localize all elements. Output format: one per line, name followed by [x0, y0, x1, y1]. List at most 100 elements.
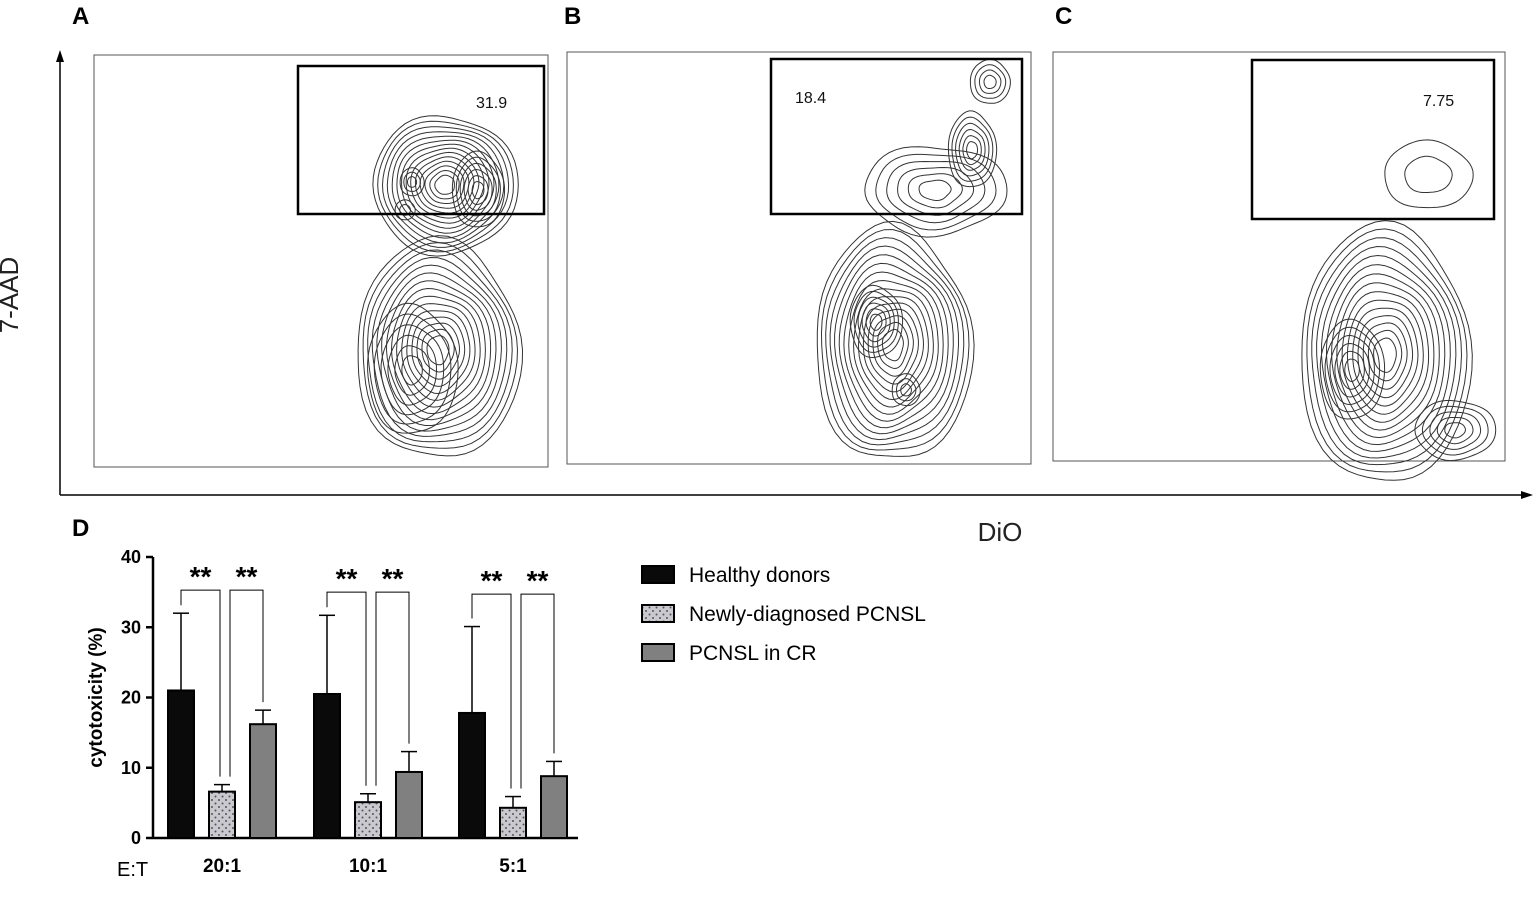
- panel-b-contour-line-7: [848, 279, 939, 415]
- panel-b-contour-line-32: [955, 122, 990, 177]
- significance-bracket-10-1-1: [375, 591, 410, 786]
- panel-c-contour-line-3: [1316, 245, 1457, 459]
- panel-a-contour-line-38: [463, 168, 493, 211]
- panel-a-contour-line-1: [362, 242, 519, 449]
- legend-label-1: Newly-diagnosed PCNSL: [689, 603, 926, 626]
- panel-a-contour-line-34: [434, 174, 455, 195]
- panel-c-contour-line-0: [1301, 220, 1473, 481]
- panel-c-contour-line-27: [1404, 155, 1453, 193]
- bar-20-1-series-0: [167, 689, 195, 839]
- panel-c-contour-line-19: [1339, 350, 1365, 390]
- panel-b-contour-line-16: [853, 290, 899, 353]
- category-label-10-1: 10:1: [349, 856, 387, 877]
- gate-value-c: 7.75: [1423, 93, 1454, 110]
- significance-label-20-1-0: **: [190, 561, 212, 592]
- panel-c-contour-line-11: [1357, 315, 1414, 399]
- significance-label-5-1-0: **: [481, 565, 503, 596]
- panel-a-contour-line-35: [451, 150, 506, 228]
- panel-b-contour-line-21: [891, 373, 921, 407]
- panel-a-contour-line-39: [467, 175, 489, 206]
- significance-label-10-1-1: **: [382, 563, 404, 594]
- panel-a-contour-line-21: [372, 115, 519, 257]
- panel-c-contour-line-20: [1344, 358, 1360, 382]
- bar-10-1-series-0: [313, 692, 341, 839]
- panel-c-contour-line-13: [1367, 329, 1403, 382]
- panel-a-contour-line-10: [406, 310, 471, 395]
- panel-a-contour-line-41: [399, 167, 425, 197]
- panel-a-contour-line-17: [380, 324, 445, 416]
- panel-a-contour-line-42: [403, 171, 421, 192]
- category-label-5-1: 5:1: [499, 856, 527, 877]
- bar-10-1-series-2: [395, 770, 423, 840]
- gate-value-a: 31.9: [476, 95, 507, 112]
- panel-b-contour-line-31: [951, 116, 994, 182]
- bar-axes: 0 10 20 30 40 cytotoxicity (%) E:T 20:1 10:1 5:1: [86, 547, 578, 881]
- panel-a-contour-line-11: [411, 316, 466, 387]
- panel-a-contour-line-8: [396, 295, 481, 408]
- bar-20-1-series-1: [208, 790, 236, 840]
- panel-b-contour-line-2: [825, 237, 965, 446]
- panel-a-contour-line-19: [394, 345, 430, 396]
- panel-b-contour-line-36: [969, 58, 1011, 104]
- panel-letter-d: D: [72, 515, 89, 542]
- panel-b-contour-line-8: [853, 288, 934, 408]
- bar-x-axis-title: E:T: [117, 859, 148, 881]
- panel-c-contour-line-10: [1352, 307, 1419, 407]
- panel-b-contour-line-29: [918, 179, 952, 202]
- panel-a-contour-line-37: [459, 162, 497, 217]
- panel-b-contour-line-39: [983, 74, 997, 89]
- panel-c-contour-line-14: [1373, 337, 1397, 373]
- panel-c-contour-line-2: [1311, 237, 1463, 466]
- significance-label-20-1-1: **: [236, 561, 258, 592]
- panel-b-contour-line-6: [843, 271, 944, 422]
- panel-c-contour-line-25: [1444, 422, 1466, 439]
- panel-a-contour-line-12: [416, 322, 461, 380]
- panel-b: 18.4: [566, 51, 1032, 465]
- panel-a-contour-line-3: [371, 256, 508, 437]
- panel-a-contour-line-5: [381, 272, 497, 426]
- panel-b-contour-line-35: [966, 141, 978, 160]
- panel-b-contour-line-15: [849, 284, 904, 359]
- panel-c: 7.75: [1052, 51, 1506, 481]
- panel-c-contour-line-26: [1384, 139, 1474, 209]
- panel-c-contour-line-7: [1336, 282, 1435, 431]
- panel-b-contour-line-30: [947, 110, 998, 188]
- panel-a-contour-line-2: [367, 249, 513, 443]
- legend-label-0: Healthy donors: [689, 564, 830, 587]
- panel-b-contour-line-38: [978, 69, 1002, 94]
- panel-a-contour-line-44: [394, 199, 416, 221]
- panel-a-contour-line-20: [401, 355, 423, 386]
- gate-value-b: 18.4: [795, 90, 826, 107]
- legend-label-2: PCNSL in CR: [689, 642, 817, 665]
- panel-c-contour-line-8: [1341, 291, 1430, 423]
- panel-b-contour-line-22: [896, 378, 917, 402]
- significance-bracket-5-1-0: [471, 593, 512, 789]
- panel-b-contour-line-27: [897, 166, 975, 216]
- panel-c-contour-line-23: [1429, 411, 1482, 450]
- bar-marks: [167, 612, 568, 840]
- flow-y-axis-arrow: [56, 50, 64, 62]
- plot-frame-c: [1052, 51, 1506, 462]
- panel-b-contour-line-33: [958, 128, 986, 171]
- panel-b-contour-line-3: [829, 245, 960, 441]
- panel-a-contour-line-36: [455, 156, 501, 222]
- contour-plot-b: [816, 58, 1011, 457]
- panel-b-contour-line-19: [865, 308, 887, 337]
- panel-b-contour-line-26: [886, 160, 986, 224]
- significance-bracket-20-1-0: [180, 589, 221, 777]
- panel-a-contour-line-25: [391, 135, 500, 239]
- panel-c-contour-line-24: [1436, 417, 1474, 445]
- panel-a-contour-line-0: [357, 235, 524, 457]
- flow-x-axis-title: DiO: [978, 517, 1023, 547]
- panel-a-contour-line-14: [426, 335, 450, 366]
- legend: Healthy donors Newly-diagnosed PCNSL PCNSL…: [641, 564, 926, 665]
- panel-b-contour-line-18: [861, 302, 891, 343]
- plot-frame-b: [566, 51, 1032, 465]
- panel-b-contour-line-5: [838, 262, 949, 429]
- category-label-20-1: 20:1: [203, 856, 241, 877]
- significance-annotations: ** ** ** ** ** **: [180, 561, 555, 789]
- panel-b-contour-line-34: [962, 135, 982, 166]
- gate-c: [1250, 58, 1496, 221]
- panel-b-contour-line-1: [820, 229, 970, 451]
